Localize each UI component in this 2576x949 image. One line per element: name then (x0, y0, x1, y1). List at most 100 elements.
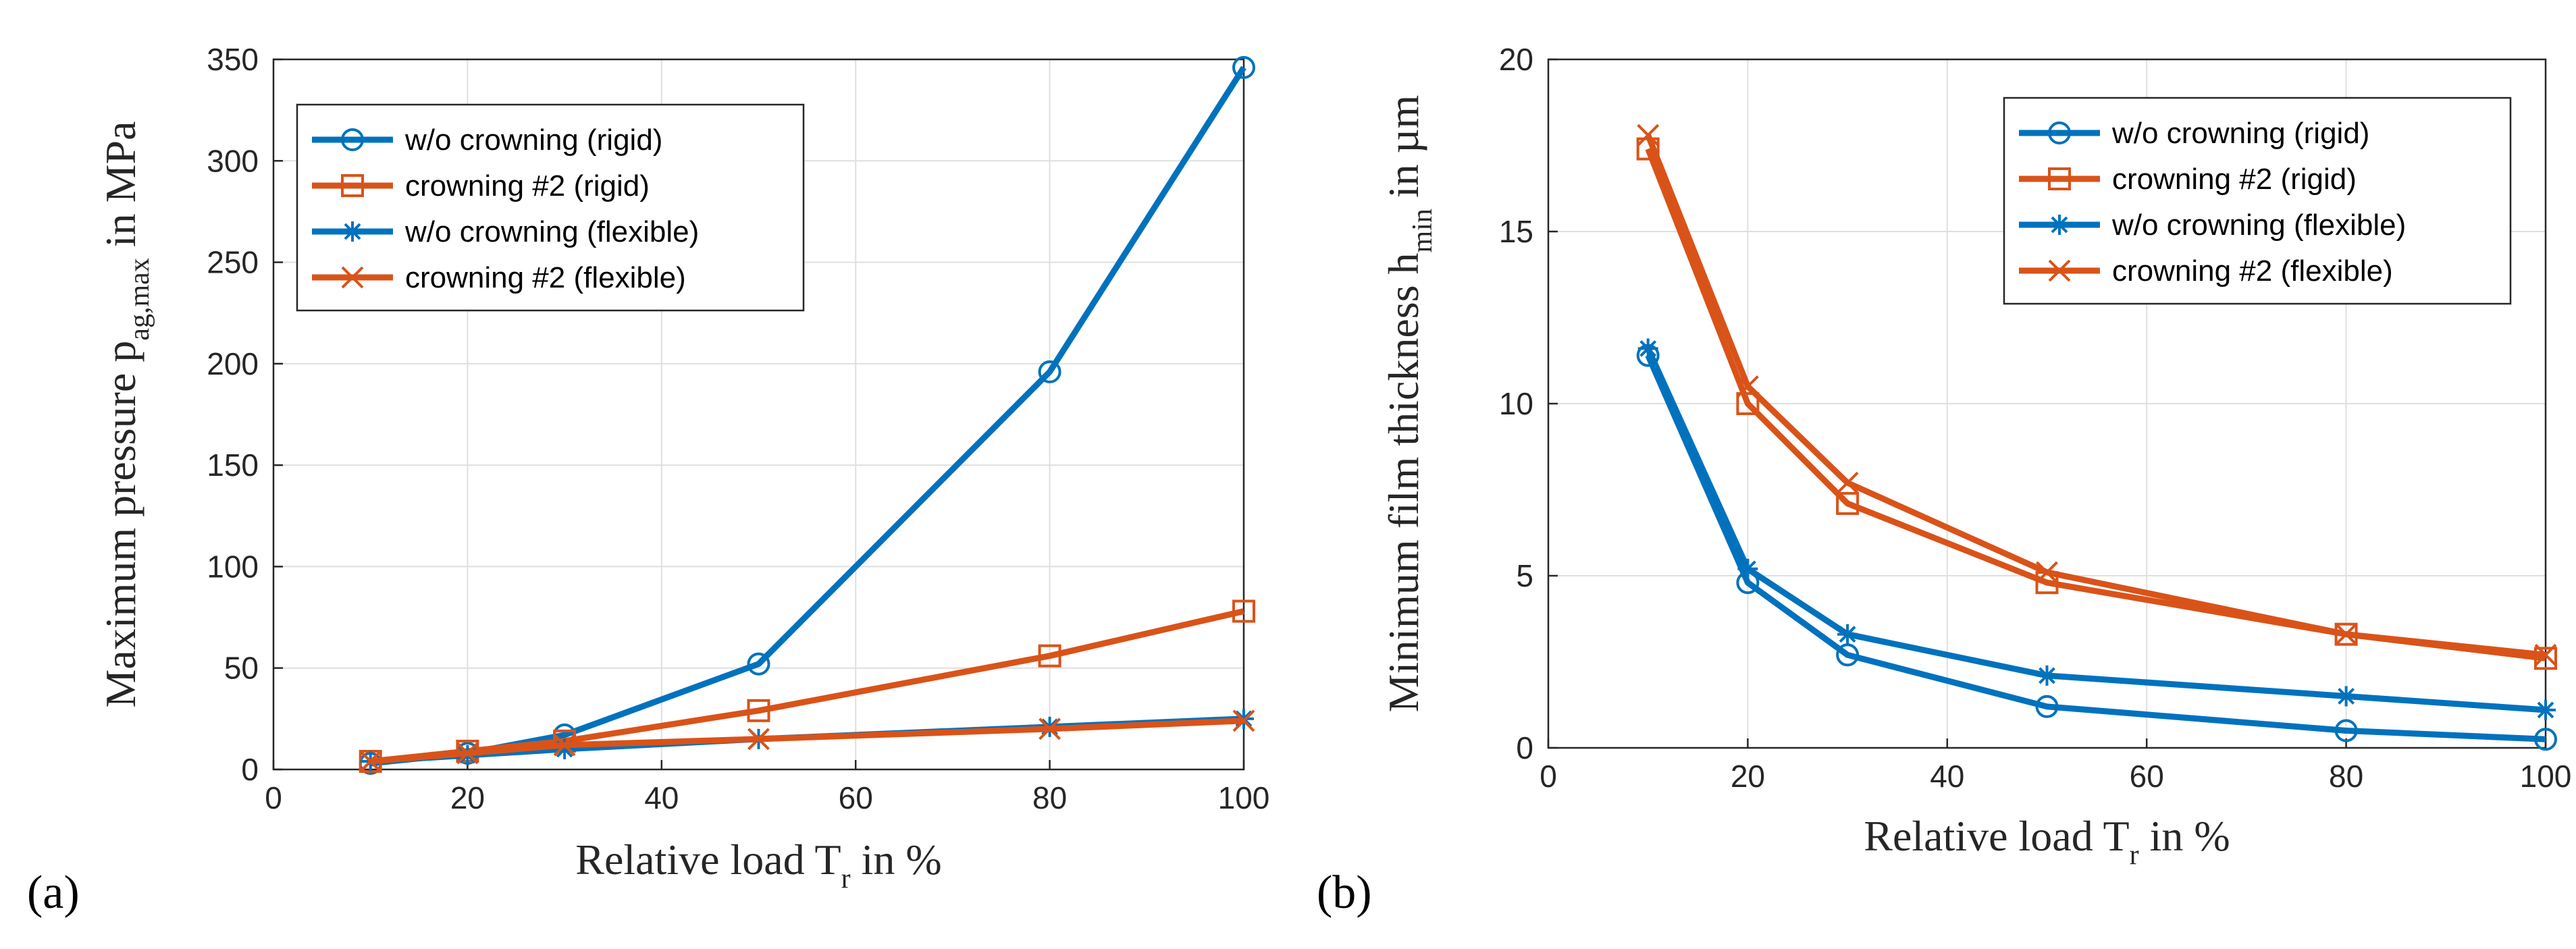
series-3 (359, 709, 1255, 773)
y-axis-label-text: Maximum pressure p (97, 341, 144, 708)
legend-item: w/o crowning (flexible) (312, 215, 699, 248)
data-point (2534, 647, 2557, 670)
x-tick-label: 60 (839, 780, 873, 815)
data-point (1836, 471, 1859, 494)
data-point (456, 742, 479, 765)
data-point (1039, 717, 1061, 740)
y-axis-label: Maximum pressure pag,max in MPa (97, 121, 155, 707)
data-point (1736, 375, 1759, 398)
legend-marker-stroke-d (2051, 216, 2068, 234)
series-line (370, 717, 1244, 765)
data-point (1736, 392, 1760, 415)
data-point-stroke-b (456, 742, 479, 765)
data-point (2336, 686, 2357, 707)
data-point-stroke-b (1836, 471, 1859, 494)
data-point (1637, 338, 1658, 359)
legend: w/o crowning (rigid) crowning #2 (rigid) w… (2003, 97, 2512, 305)
legend-marker (341, 174, 364, 197)
data-point (2534, 643, 2557, 666)
y-tick-label: 5 (1516, 558, 1533, 593)
data-point (1232, 709, 1255, 732)
x-axis-label: Relative load Tr in % (575, 836, 941, 894)
legend-item: crowning #2 (flexible) (2019, 254, 2393, 288)
x-tick-label: 80 (1032, 780, 1067, 815)
data-point (2335, 623, 2358, 646)
series-2 (1637, 338, 2556, 720)
x-tick-label: 20 (450, 780, 485, 815)
y-tick-label: 10 (1499, 386, 1533, 421)
data-point-stroke-d (2039, 667, 2055, 684)
x-axis-label-text: Relative load T (1864, 812, 2129, 860)
x-tick-label: 20 (1731, 759, 1765, 794)
data-point-stroke-b (2036, 561, 2058, 584)
data-point-stroke-b (553, 734, 576, 757)
y-tick-label: 150 (207, 448, 259, 483)
x-tick-label: 0 (265, 780, 282, 815)
data-point-stroke-d (1639, 340, 1657, 357)
legend-label: w/o crowning (rigid) (2111, 117, 2369, 150)
data-point (1836, 643, 1860, 667)
data-point-stroke-b (1039, 717, 1061, 740)
legend-marker (342, 221, 363, 242)
series-line (1645, 134, 2546, 658)
legend-label: crowning #2 (flexible) (2112, 254, 2393, 288)
legend-marker (341, 128, 364, 151)
panel-label: (b) (1317, 867, 1372, 919)
x-axis-label: Relative load Tr in % (1864, 812, 2230, 871)
x-tick-label: 80 (2329, 759, 2363, 794)
legend-marker (2049, 215, 2070, 235)
legend-item: crowning #2 (rigid) (2019, 163, 2357, 196)
data-point (747, 652, 770, 676)
data-point-stroke-b (2335, 623, 2358, 646)
y-axis-label: Minimum film thickness hmin in µm (1379, 95, 1438, 713)
series-line (1645, 347, 2546, 713)
legend-marker (2048, 259, 2071, 282)
legend-label: w/o crowning (flexible) (404, 215, 699, 248)
data-point (2035, 695, 2059, 718)
x-tick-label: 60 (2130, 759, 2164, 794)
legend-marker (2048, 167, 2071, 190)
x-axis-label-subscript: r (2130, 840, 2139, 871)
data-point (2535, 699, 2556, 720)
legend-marker-stroke-b (341, 266, 364, 289)
data-point (1836, 491, 1860, 515)
x-tick-label: 40 (1930, 759, 1964, 794)
y-tick-label: 50 (224, 651, 259, 686)
legend-item: w/o crowning (flexible) (2019, 209, 2406, 242)
data-point (2534, 728, 2557, 751)
data-point (1038, 644, 1061, 668)
series-line (1645, 354, 2546, 742)
data-point-stroke-d (2338, 688, 2355, 705)
data-point (747, 728, 770, 751)
x-tick-label: 100 (1218, 780, 1270, 815)
data-point (1232, 599, 1255, 623)
data-point (1038, 360, 1061, 383)
legend-label: w/o crowning (flexible) (2111, 209, 2406, 242)
y-tick-label: 15 (1499, 214, 1533, 249)
x-axis-label-text: Relative load T (575, 836, 841, 884)
chart-panel-b: 0 20 40 60 80 100 0 5 10 15 20 w/o crowning (rigid)… (1317, 42, 2571, 919)
y-tick-label: 100 (207, 549, 259, 584)
legend-item: w/o crowning (rigid) (312, 124, 662, 157)
series-0 (1636, 344, 2557, 751)
chart-panel-a: 0 20 40 60 80 100 0 50 100 150 200 250 300 350 w/o cro… (27, 42, 1269, 919)
legend-item: crowning #2 (flexible) (312, 261, 686, 294)
data-point (1637, 124, 1660, 146)
data-point (1232, 56, 1255, 80)
panel-label: (a) (27, 867, 80, 919)
legend-label: crowning #2 (rigid) (405, 169, 650, 202)
x-tick-label: 40 (644, 780, 679, 815)
legend-marker (2048, 121, 2071, 144)
data-point-stroke-b (1232, 709, 1255, 732)
x-axis-label-suffix: in % (851, 836, 942, 884)
data-point (2036, 665, 2057, 686)
data-point-stroke-b (1637, 124, 1660, 146)
y-axis-label-text: Minimum film thickness h (1379, 252, 1427, 712)
legend-label: crowning #2 (flexible) (405, 261, 686, 294)
series-3 (1637, 124, 2557, 666)
data-point (553, 734, 576, 757)
data-point-stroke-b (359, 750, 382, 773)
y-tick-label: 300 (207, 143, 259, 178)
y-tick-label: 0 (241, 752, 259, 787)
